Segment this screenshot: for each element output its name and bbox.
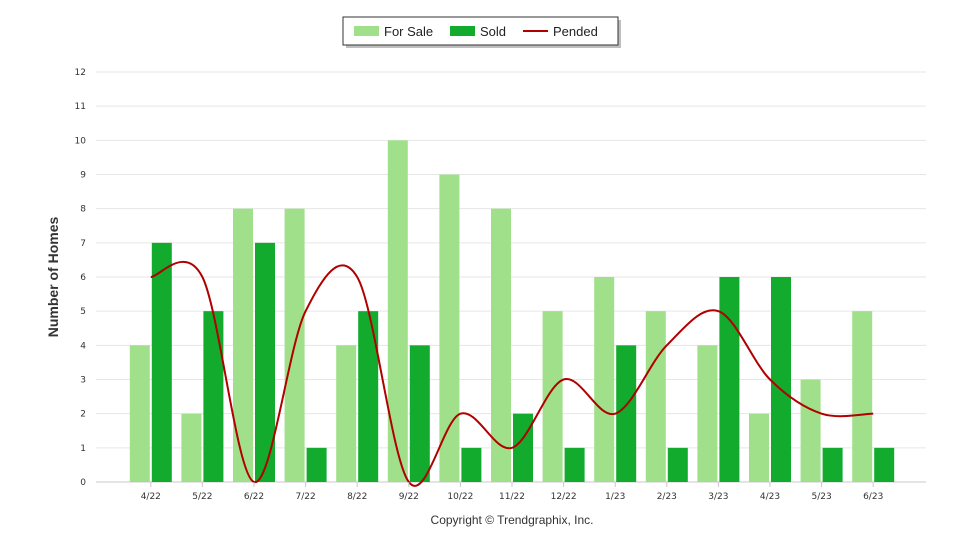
y-tick-label: 11	[75, 102, 86, 112]
legend[interactable]: For Sale Sold Pended	[342, 16, 621, 48]
bar-sold	[255, 242, 275, 482]
bar-for-sale	[336, 345, 357, 482]
bar-sold	[822, 447, 843, 482]
bar-sold	[616, 345, 637, 482]
x-tick-label: 10/22	[447, 492, 473, 502]
bar-sold	[667, 447, 688, 482]
x-tick-label: 4/23	[760, 492, 780, 502]
x-tick-label: 9/22	[399, 492, 419, 502]
bar-sold	[771, 277, 791, 482]
legend-label-for-sale: For Sale	[384, 24, 433, 39]
y-tick-label: 5	[80, 307, 86, 317]
bar-for-sale	[233, 208, 253, 482]
bar-for-sale	[800, 379, 821, 482]
x-tick-label: 11/22	[499, 492, 525, 502]
bar-for-sale	[542, 311, 563, 482]
legend-label-pended: Pended	[553, 24, 598, 39]
bar-sold	[151, 242, 172, 482]
bar-sold	[306, 447, 327, 482]
y-tick-label: 4	[80, 341, 86, 351]
pended-series	[150, 260, 874, 487]
y-tick-label: 7	[80, 239, 86, 249]
x-tick-label: 2/23	[657, 492, 677, 502]
x-tick-label: 5/23	[811, 492, 831, 502]
y-tick-label: 10	[75, 136, 87, 146]
bar-for-sale	[697, 345, 718, 482]
x-tick-label: 6/23	[863, 492, 883, 502]
x-tick-label: 12/22	[551, 492, 577, 502]
x-tick-label: 6/22	[244, 492, 264, 502]
bar-for-sale	[645, 311, 666, 482]
x-tick-label: 4/22	[141, 492, 161, 502]
bar-sold	[203, 311, 224, 482]
bar-for-sale	[439, 174, 460, 482]
bar-sold	[874, 447, 895, 482]
y-tick-label: 0	[80, 478, 86, 488]
y-axis-label: Number of Homes	[45, 217, 61, 338]
bar-sold	[461, 447, 482, 482]
y-tick-label: 9	[80, 171, 86, 181]
y-tick-label: 8	[80, 205, 86, 215]
x-tick-label: 3/23	[708, 492, 728, 502]
x-axis-ticks: 4/22 5/22 6/22 7/22 8/22 9/22 10/22 11/22 12/22 1…	[141, 482, 883, 502]
y-tick-label: 12	[75, 68, 86, 78]
bar-for-sale	[749, 413, 769, 482]
bar-sold	[719, 277, 740, 482]
y-tick-label: 2	[80, 410, 86, 420]
x-tick-label: 8/22	[347, 492, 367, 502]
y-tick-label: 1	[80, 444, 86, 454]
x-tick-label: 5/22	[192, 492, 212, 502]
y-tick-label: 3	[80, 376, 86, 386]
legend-swatch-sold	[450, 26, 475, 36]
legend-label-sold: Sold	[480, 24, 506, 39]
bar-sold	[409, 345, 430, 482]
bar-for-sale	[594, 277, 615, 482]
copyright-credit: Copyright © Trendgraphix, Inc.	[431, 513, 594, 527]
bar-sold	[564, 447, 585, 482]
bar-for-sale	[129, 345, 150, 482]
bar-sold	[358, 311, 379, 482]
x-tick-label: 1/23	[605, 492, 625, 502]
bar-for-sale	[387, 140, 408, 483]
legend-swatch-for-sale	[354, 26, 379, 36]
bar-for-sale	[491, 208, 511, 482]
legend-box	[342, 16, 619, 46]
bar-for-sale	[181, 413, 202, 482]
bar-for-sale	[852, 311, 873, 482]
y-tick-label: 6	[80, 273, 86, 283]
pended-line	[150, 260, 874, 487]
x-tick-label: 7/22	[295, 492, 315, 502]
bar-sold	[513, 413, 533, 482]
